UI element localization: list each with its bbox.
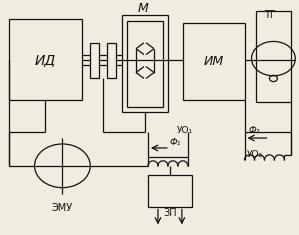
Bar: [122, 15, 168, 112]
Bar: [9, 19, 82, 100]
Bar: [148, 175, 192, 207]
Bar: [256, 11, 291, 102]
Text: Ф₂: Ф₂: [249, 125, 260, 135]
Bar: [107, 43, 116, 78]
Bar: [183, 23, 245, 100]
Text: ИМ: ИМ: [204, 55, 224, 68]
Bar: [90, 43, 99, 78]
Text: Ф₁: Ф₁: [169, 138, 181, 148]
Text: ЭМУ: ЭМУ: [52, 203, 73, 212]
Text: ИД: ИД: [35, 53, 56, 67]
Text: УО₁: УО₁: [177, 125, 193, 135]
Text: УО₂: УО₂: [246, 150, 263, 159]
Bar: [127, 21, 163, 107]
Text: ЗП: ЗП: [163, 208, 177, 219]
Text: М: М: [138, 3, 148, 16]
Text: ТГ: ТГ: [264, 10, 276, 20]
